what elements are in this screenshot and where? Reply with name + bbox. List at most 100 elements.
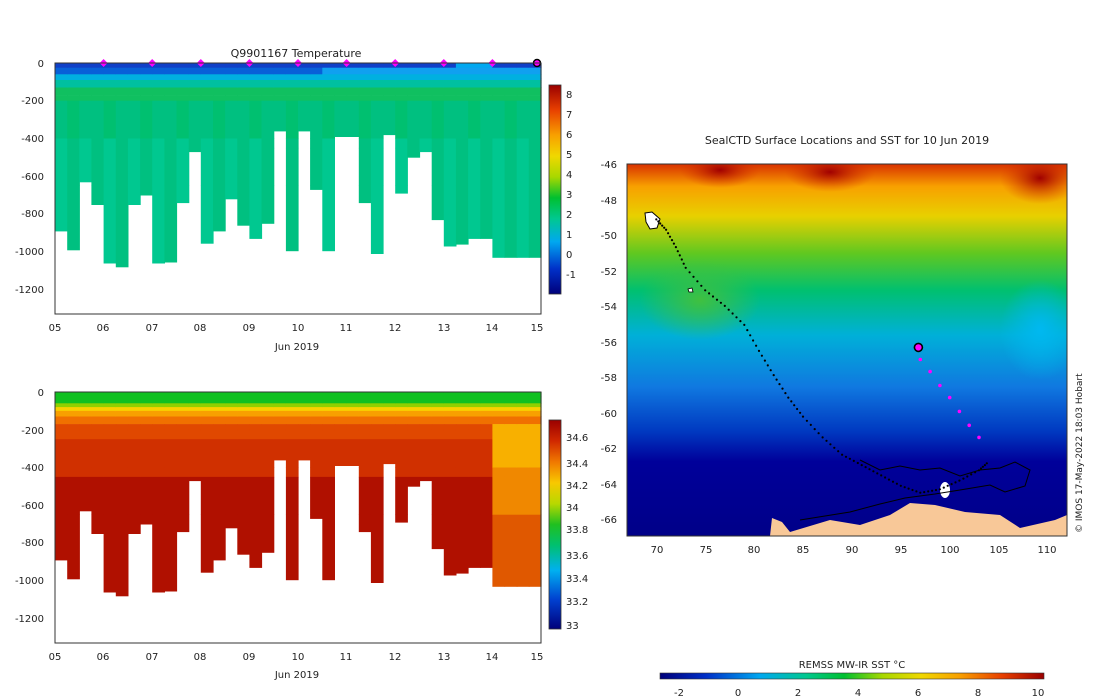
map-frame xyxy=(626,163,1068,537)
section-cell xyxy=(310,185,323,190)
section-cell xyxy=(200,100,214,111)
section-cell xyxy=(480,392,494,398)
section-cell xyxy=(249,407,263,410)
section-cell xyxy=(431,439,445,468)
section-cell xyxy=(358,74,372,79)
section-cell xyxy=(443,185,457,247)
track-point xyxy=(979,467,983,470)
section-cell xyxy=(91,78,105,81)
section-cell xyxy=(395,467,408,478)
section-cell xyxy=(200,514,214,573)
sst-colorbar-tick: 6 xyxy=(915,688,921,699)
section-cell xyxy=(103,476,117,515)
section-cell xyxy=(115,78,129,81)
section-cell xyxy=(358,409,372,412)
section-cell xyxy=(213,416,226,425)
section-cell xyxy=(176,467,190,478)
section-cell xyxy=(346,81,360,88)
section-cell xyxy=(127,100,141,111)
section-cell xyxy=(213,424,226,431)
section-cell xyxy=(103,403,117,408)
section-cell xyxy=(200,409,214,412)
section-cell xyxy=(395,409,408,412)
section-cell xyxy=(370,407,384,410)
section-cell xyxy=(225,409,238,412)
section-cell xyxy=(298,396,311,404)
section-cell xyxy=(431,396,445,404)
section-cell xyxy=(492,396,506,404)
section-cell xyxy=(115,110,129,139)
track-point xyxy=(911,488,914,492)
section-cell xyxy=(346,100,360,111)
section-cell xyxy=(152,429,165,440)
track-point xyxy=(946,484,949,487)
section-cell xyxy=(115,476,129,515)
track-point xyxy=(760,354,764,357)
section-cell xyxy=(407,87,421,96)
section-cell xyxy=(79,429,92,440)
section-cell xyxy=(225,95,238,102)
section-cell xyxy=(164,110,178,139)
section-cell xyxy=(188,476,202,482)
section-cell xyxy=(164,424,178,431)
lon-tick-label: 105 xyxy=(989,545,1008,556)
section-cell xyxy=(370,185,384,254)
section-cell xyxy=(492,185,506,258)
section-cell xyxy=(140,407,153,410)
section-cell xyxy=(213,67,226,75)
section-cell xyxy=(55,74,68,79)
section-cell xyxy=(67,476,80,515)
section-cell xyxy=(395,100,408,111)
section-cell xyxy=(176,396,190,404)
section-cell xyxy=(213,74,226,79)
section-cell xyxy=(237,100,251,111)
section-cell xyxy=(213,87,226,96)
section-cell xyxy=(285,185,299,252)
section-cell xyxy=(152,514,165,593)
section-cell xyxy=(261,392,275,398)
section-cell xyxy=(528,467,542,478)
section-cell xyxy=(455,95,469,102)
section-cell xyxy=(370,416,384,425)
section-cell xyxy=(152,403,165,408)
section-cell xyxy=(492,95,506,102)
section-cell xyxy=(176,100,190,111)
section-cell xyxy=(468,407,481,410)
section-cell xyxy=(79,407,92,410)
section-cell xyxy=(273,110,287,132)
section-cell xyxy=(164,147,178,186)
section-cell xyxy=(140,63,153,69)
section-cell xyxy=(480,80,494,83)
track-point xyxy=(966,475,969,478)
section-cell xyxy=(504,514,518,587)
section-cell xyxy=(55,416,68,425)
section-cell xyxy=(164,67,178,75)
section-cell xyxy=(431,74,445,79)
track-point xyxy=(985,462,988,465)
section-cell xyxy=(249,416,263,425)
section-cell xyxy=(261,396,275,404)
section-cell xyxy=(200,81,214,88)
temperature-colorbar: 8 7 6 5 4 3 2 1 0 -1 xyxy=(548,84,576,295)
section-cell xyxy=(334,63,348,69)
section-cell xyxy=(237,409,251,412)
section-cell xyxy=(200,429,214,440)
track-point xyxy=(907,487,910,490)
section-cell xyxy=(310,74,323,79)
lat-tick-label: -52 xyxy=(601,267,617,278)
section-cell xyxy=(298,80,311,83)
section-cell xyxy=(383,95,396,102)
track-point xyxy=(727,308,730,311)
section-cell xyxy=(504,429,518,440)
section-cell xyxy=(225,476,238,515)
section-cell xyxy=(346,392,360,398)
section-cell xyxy=(273,409,287,412)
section-cell xyxy=(55,185,68,232)
section-cell xyxy=(249,74,263,79)
section-cell xyxy=(358,78,372,81)
section-cell xyxy=(310,78,323,81)
section-cell xyxy=(407,147,421,158)
sst-colorbar: REMSS MW-IR SST °C -2 0 2 4 6 8 10 xyxy=(659,660,1044,699)
lat-tick-label: -50 xyxy=(601,231,617,242)
section-cell xyxy=(188,67,202,75)
